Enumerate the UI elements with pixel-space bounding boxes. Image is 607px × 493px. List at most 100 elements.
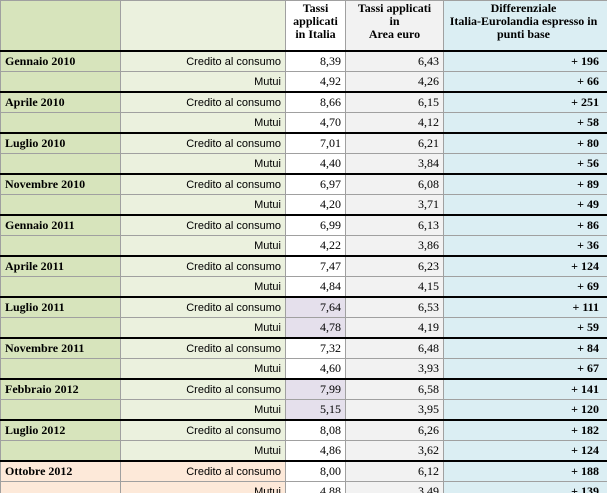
euro-cell: 6,08 <box>345 173 444 195</box>
euro-cell: 4,19 <box>345 317 444 339</box>
data-row: Mutui 4,60 3,93 + 67 <box>0 358 607 380</box>
data-row: Aprile 2011 Credito al consumo 7,47 6,23 + 1… <box>0 255 607 277</box>
type-cell: Credito al consumo <box>120 419 286 441</box>
italia-cell: 4,60 <box>285 358 346 380</box>
euro-cell: 6,43 <box>345 50 444 72</box>
diff-cell: + 251 <box>443 91 607 113</box>
italia-cell: 4,40 <box>285 153 346 175</box>
period-cell: Ottobre 2012 <box>0 460 121 482</box>
data-row: Luglio 2011 Credito al consumo 7,64 6,53 + 1… <box>0 296 607 318</box>
type-cell: Mutui <box>120 481 286 493</box>
header-row: Tassi applicati in Italia Tassi applicat… <box>0 0 607 52</box>
euro-cell: 3,49 <box>345 481 444 493</box>
header-cell: Tassi applicati in Area euro <box>345 0 444 52</box>
diff-cell: + 111 <box>443 296 607 318</box>
period-cell: Luglio 2011 <box>0 296 121 318</box>
diff-cell: + 49 <box>443 194 607 216</box>
period-cell <box>0 358 121 380</box>
diff-cell: + 139 <box>443 481 607 493</box>
period-cell: Novembre 2011 <box>0 337 121 359</box>
diff-cell: + 67 <box>443 358 607 380</box>
diff-cell: + 86 <box>443 214 607 236</box>
data-row: Mutui 4,78 4,19 + 59 <box>0 317 607 339</box>
italia-cell: 4,84 <box>285 276 346 298</box>
diff-cell: + 89 <box>443 173 607 195</box>
type-cell: Mutui <box>120 112 286 134</box>
type-cell: Mutui <box>120 399 286 421</box>
italia-cell: 7,64 <box>285 296 346 318</box>
euro-cell: 6,15 <box>345 91 444 113</box>
diff-cell: + 141 <box>443 378 607 400</box>
euro-cell: 6,13 <box>345 214 444 236</box>
italia-cell: 7,32 <box>285 337 346 359</box>
type-cell: Credito al consumo <box>120 255 286 277</box>
italia-cell: 4,20 <box>285 194 346 216</box>
italia-cell: 6,99 <box>285 214 346 236</box>
euro-cell: 6,12 <box>345 460 444 482</box>
period-cell <box>0 153 121 175</box>
type-cell: Credito al consumo <box>120 91 286 113</box>
diff-cell: + 84 <box>443 337 607 359</box>
type-cell: Credito al consumo <box>120 460 286 482</box>
italia-cell: 4,78 <box>285 317 346 339</box>
period-cell <box>0 481 121 493</box>
period-cell: Aprile 2011 <box>0 255 121 277</box>
italia-cell: 4,86 <box>285 440 346 462</box>
data-row: Mutui 4,92 4,26 + 66 <box>0 71 607 93</box>
euro-cell: 3,71 <box>345 194 444 216</box>
data-row: Mutui 4,70 4,12 + 58 <box>0 112 607 134</box>
euro-cell: 4,26 <box>345 71 444 93</box>
diff-cell: + 124 <box>443 255 607 277</box>
type-cell: Credito al consumo <box>120 50 286 72</box>
euro-cell: 3,84 <box>345 153 444 175</box>
header-cell: Differenziale Italia-Eurolandia espresso… <box>443 0 607 52</box>
data-row: Luglio 2010 Credito al consumo 7,01 6,21 + 8… <box>0 132 607 154</box>
data-row: Mutui 4,22 3,86 + 36 <box>0 235 607 257</box>
italia-cell: 4,88 <box>285 481 346 493</box>
euro-cell: 6,58 <box>345 378 444 400</box>
data-row: Febbraio 2012 Credito al consumo 7,99 6,58 +… <box>0 378 607 400</box>
type-cell: Credito al consumo <box>120 378 286 400</box>
period-cell <box>0 71 121 93</box>
data-row: Gennaio 2011 Credito al consumo 6,99 6,13 + … <box>0 214 607 236</box>
period-cell <box>0 112 121 134</box>
italia-cell: 6,97 <box>285 173 346 195</box>
euro-cell: 6,53 <box>345 296 444 318</box>
diff-cell: + 58 <box>443 112 607 134</box>
euro-cell: 6,21 <box>345 132 444 154</box>
diff-cell: + 66 <box>443 71 607 93</box>
euro-cell: 6,26 <box>345 419 444 441</box>
type-cell: Credito al consumo <box>120 214 286 236</box>
type-cell: Mutui <box>120 235 286 257</box>
euro-cell: 6,48 <box>345 337 444 359</box>
diff-cell: + 188 <box>443 460 607 482</box>
euro-cell: 6,23 <box>345 255 444 277</box>
type-cell: Mutui <box>120 153 286 175</box>
italia-cell: 8,39 <box>285 50 346 72</box>
italia-cell: 4,22 <box>285 235 346 257</box>
euro-cell: 4,12 <box>345 112 444 134</box>
type-cell: Credito al consumo <box>120 296 286 318</box>
period-cell: Luglio 2012 <box>0 419 121 441</box>
period-cell: Gennaio 2011 <box>0 214 121 236</box>
italia-cell: 7,47 <box>285 255 346 277</box>
italia-cell: 4,92 <box>285 71 346 93</box>
type-cell: Mutui <box>120 276 286 298</box>
period-cell <box>0 440 121 462</box>
diff-cell: + 182 <box>443 419 607 441</box>
euro-cell: 3,93 <box>345 358 444 380</box>
euro-cell: 4,15 <box>345 276 444 298</box>
diff-cell: + 36 <box>443 235 607 257</box>
diff-cell: + 69 <box>443 276 607 298</box>
header-cell: Tassi applicati in Italia <box>285 0 346 52</box>
diff-cell: + 196 <box>443 50 607 72</box>
italia-cell: 4,70 <box>285 112 346 134</box>
header-cell <box>120 0 286 52</box>
data-row: Mutui 4,84 4,15 + 69 <box>0 276 607 298</box>
period-cell: Aprile 2010 <box>0 91 121 113</box>
data-row: Aprile 2010 Credito al consumo 8,66 6,15 + 2… <box>0 91 607 113</box>
euro-cell: 3,95 <box>345 399 444 421</box>
